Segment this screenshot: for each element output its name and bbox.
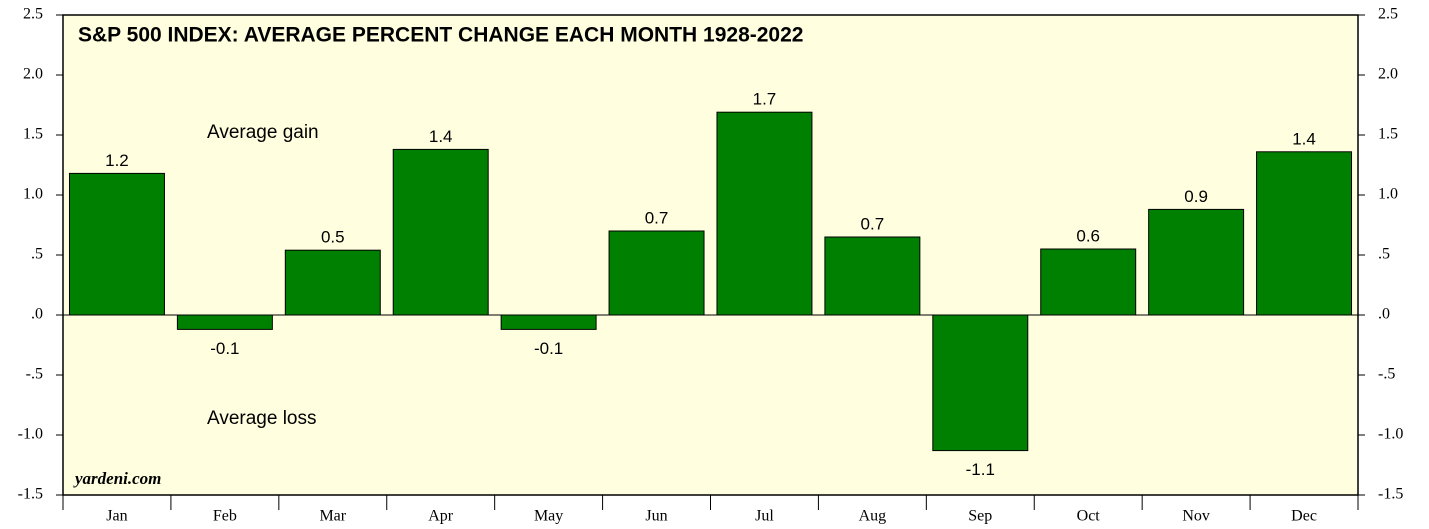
value-label: 1.4 — [429, 127, 453, 146]
value-label: 0.7 — [645, 208, 669, 227]
bar — [284, 249, 381, 316]
value-label: 1.4 — [1292, 129, 1316, 148]
x-tick-label: Jan — [106, 508, 127, 525]
annotation: Average loss — [207, 408, 317, 429]
plot-area — [62, 14, 1359, 496]
y-tick-label: -1.5 — [1378, 486, 1403, 503]
y-tick-label: -1.0 — [1378, 426, 1403, 443]
bar — [932, 314, 1029, 452]
value-label: 0.5 — [321, 228, 345, 247]
value-label: 0.7 — [861, 214, 885, 233]
x-tick-label: Aug — [859, 508, 887, 525]
bar — [1040, 248, 1137, 316]
x-tick-label: Mar — [319, 508, 346, 525]
x-tick-label: Nov — [1182, 508, 1210, 525]
y-tick-label: -.5 — [26, 366, 43, 383]
source: yardeni.com — [73, 469, 161, 488]
x-tick-label: Oct — [1077, 508, 1101, 525]
y-tick-label: 2.5 — [1378, 6, 1398, 23]
y-tick-label: 2.5 — [23, 6, 43, 23]
bar — [68, 172, 165, 316]
x-tick-label: Apr — [428, 508, 454, 525]
y-tick-label: .0 — [31, 306, 43, 323]
y-tick-label: 1.5 — [1378, 126, 1398, 143]
y-tick-label: 2.0 — [1378, 66, 1398, 83]
y-tick-label: 1.5 — [23, 126, 43, 143]
y-tick-label: .5 — [31, 246, 43, 263]
y-tick-label: .5 — [1378, 246, 1390, 263]
bar — [176, 314, 273, 330]
annotation: Average gain — [207, 122, 319, 143]
value-label: -1.1 — [966, 460, 995, 479]
value-label: 0.6 — [1076, 226, 1100, 245]
y-tick-label: 2.0 — [23, 66, 43, 83]
y-tick-label: 1.0 — [23, 186, 43, 203]
value-label: 1.7 — [753, 90, 777, 109]
value-label: -0.1 — [210, 339, 239, 358]
bar — [1148, 208, 1245, 316]
value-label: 1.2 — [105, 151, 129, 170]
y-tick-label: -1.0 — [18, 426, 43, 443]
value-label: 0.9 — [1184, 187, 1208, 206]
bar — [716, 111, 813, 316]
bar — [824, 236, 921, 316]
y-tick-label: -1.5 — [18, 486, 43, 503]
bar — [392, 148, 489, 316]
y-tick-label: -.5 — [1378, 366, 1395, 383]
bar — [1256, 151, 1353, 316]
x-tick-label: Dec — [1291, 508, 1317, 525]
x-tick-label: Jun — [645, 508, 667, 525]
x-tick-label: Sep — [968, 508, 992, 525]
x-tick-label: May — [534, 508, 563, 525]
value-label: -0.1 — [534, 339, 563, 358]
x-tick-label: Jul — [755, 508, 774, 525]
bar — [608, 230, 705, 316]
y-tick-label: 1.0 — [1378, 186, 1398, 203]
y-tick-label: .0 — [1378, 306, 1390, 323]
x-tick-label: Feb — [213, 508, 237, 525]
chart-title: S&P 500 INDEX: AVERAGE PERCENT CHANGE EA… — [78, 24, 803, 47]
bar — [500, 314, 597, 330]
